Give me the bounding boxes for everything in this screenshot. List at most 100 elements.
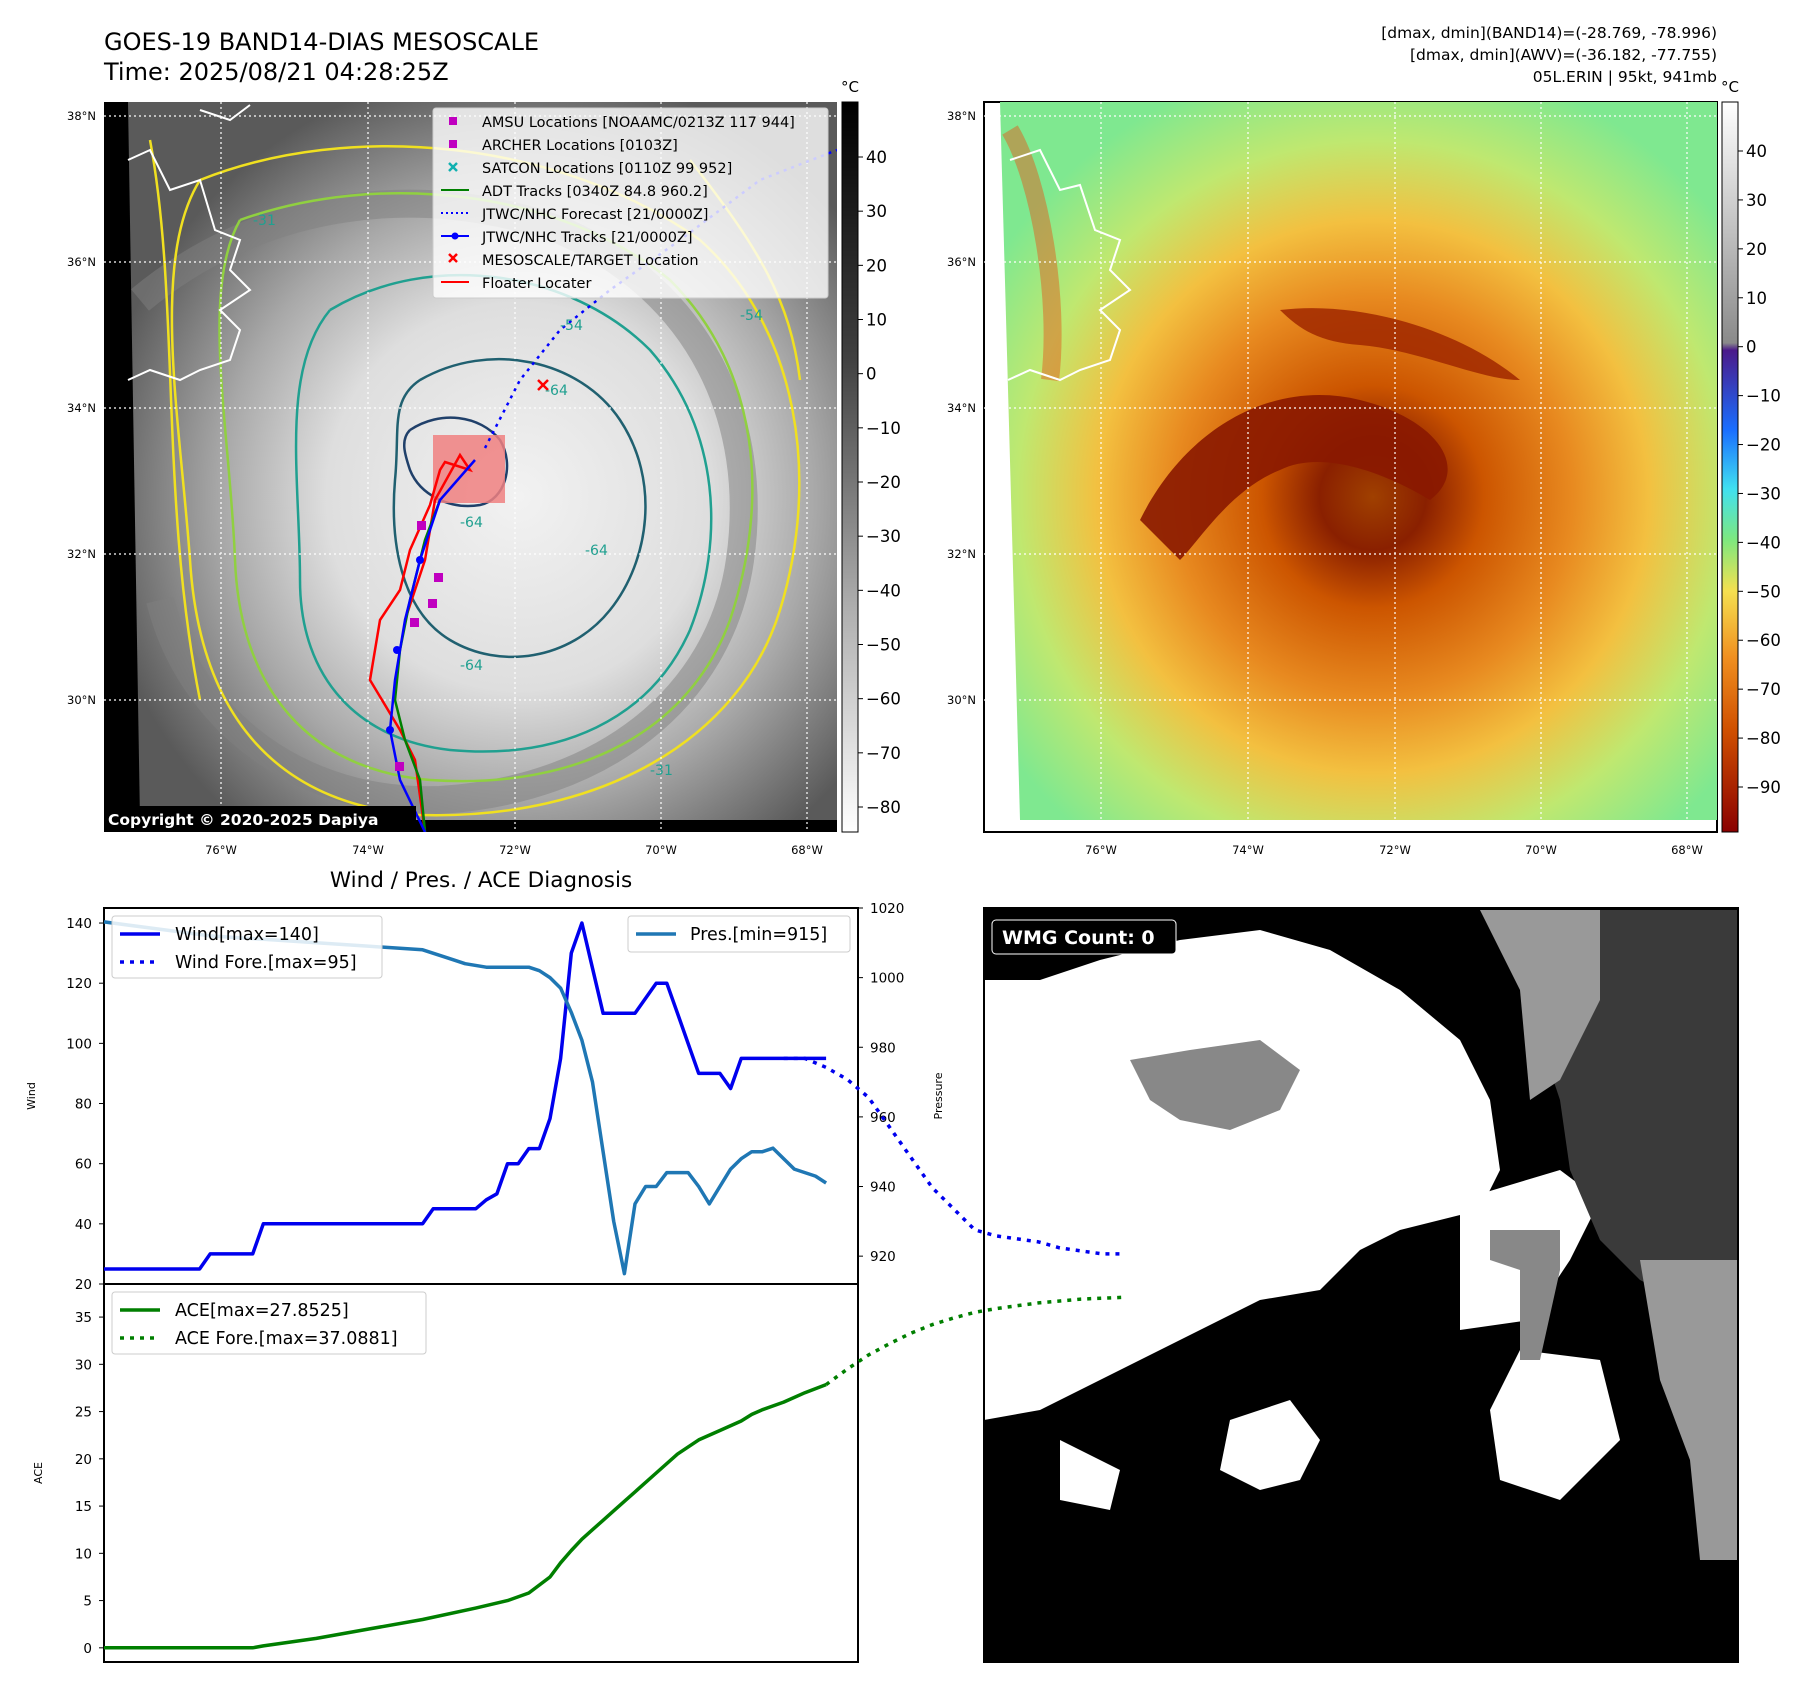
right-map-coastline: [1007, 148, 1132, 382]
wind-chart-series: [103, 920, 1124, 1276]
lon-label: 72°W: [499, 843, 531, 857]
colorbar-tick-label: 10: [866, 311, 887, 330]
colorbar-tick-label: −50: [1746, 582, 1781, 601]
wind-ytick-label: 60: [75, 1157, 92, 1173]
legend-ace-forecast: ACE Fore.[max=37.0881]: [175, 1329, 398, 1349]
ace-ytick-label: 30: [75, 1357, 92, 1373]
wmg-count-label: WMG Count: 0: [1002, 927, 1155, 949]
ace-ytick-label: 5: [83, 1594, 92, 1610]
legend-nhc-tracks: JTWC/NHC Tracks [21/0000Z]: [481, 230, 693, 246]
colorbar-tick-label: −70: [866, 744, 901, 763]
left-colorbar-ticks: 40 30 20 10 0 −10 −20 −30 −40 −50 −60 −70 −80: [858, 148, 901, 817]
lon-label: 74°W: [1232, 843, 1264, 857]
colorbar-tick-label: −30: [866, 527, 901, 546]
legend-target: MESOSCALE/TARGET Location: [482, 253, 699, 269]
colorbar-tick-label: −70: [1746, 680, 1781, 699]
wind-axis-label: Wind: [25, 1082, 38, 1110]
colorbar-tick-label: 20: [1746, 240, 1767, 259]
contour-label: -31: [253, 213, 276, 229]
right-colorbar-unit: °C: [1721, 78, 1739, 96]
left-map-legend: AMSU Locations [NOAAMC/0213Z 117 944] AR…: [432, 107, 829, 299]
contour-label: -64: [460, 515, 483, 531]
left-map-cloud-band: [131, 189, 758, 815]
lat-label: 34°N: [947, 401, 976, 415]
ace-ytick-label: 35: [75, 1310, 92, 1326]
stats-band14: [dmax, dmin](BAND14)=(-28.769, -78.996): [1381, 24, 1717, 42]
pressure-ytick-label: 1000: [870, 971, 904, 987]
stats-awv: [dmax, dmin](AWV)=(-36.182, -77.755): [1410, 46, 1717, 64]
colorbar-tick-label: −20: [866, 473, 901, 492]
pressure-axis-label: Pressure: [932, 1072, 945, 1119]
colorbar-tick-label: −80: [866, 798, 901, 817]
legend-amsu: AMSU Locations [NOAAMC/0213Z 117 944]: [482, 115, 795, 131]
lat-label: 30°N: [947, 693, 976, 707]
lon-label: 68°W: [791, 843, 823, 857]
legend-archer: ARCHER Locations [0103Z]: [482, 138, 678, 154]
colorbar-tick-label: −90: [1746, 778, 1781, 797]
lat-label: 34°N: [67, 401, 96, 415]
figure-time: Time: 2025/08/21 04:28:25Z: [103, 58, 449, 86]
colorbar-tick-label: 0: [1746, 338, 1757, 357]
wind-ytick-label: 100: [66, 1036, 92, 1052]
colorbar-tick-label: 30: [866, 202, 887, 221]
pressure-ytick-label: 1020: [870, 901, 904, 917]
colorbar-tick-label: −80: [1746, 729, 1781, 748]
wind-ytick-label: 40: [75, 1217, 92, 1233]
ace-chart: 0 5 10 15 20 25 30 35 ACE ACE[max=27.8525] ACE …: [32, 1283, 1124, 1663]
lat-label: 38°N: [947, 109, 976, 123]
contour-label: -64: [460, 658, 483, 674]
lon-label: 70°W: [1525, 843, 1557, 857]
pressure-line: [103, 920, 828, 1276]
colorbar-tick-label: −10: [866, 419, 901, 438]
colorbar-tick-label: 10: [1746, 289, 1767, 308]
wind-pres-chart: Wind / Pres. / ACE Diagnosis 20 40 60 80 100…: [25, 868, 1124, 1293]
lat-label: 38°N: [67, 109, 96, 123]
colorbar-tick-label: −60: [1746, 631, 1781, 650]
colorbar-tick-label: 40: [866, 148, 887, 167]
wind-ytick-label: 120: [66, 976, 92, 992]
contour-label: -64: [545, 383, 568, 399]
ace-chart-series: [104, 1295, 1124, 1650]
ace-chart-axes: 0 5 10 15 20 25 30 35: [75, 1310, 104, 1657]
colorbar-tick-label: −50: [866, 636, 901, 655]
left-map-panel: -31 -54 -64 -64 -64 -54 -31 -64 Copyrigh…: [67, 78, 901, 857]
colorbar-tick-label: −10: [1746, 387, 1781, 406]
lon-label: 72°W: [1379, 843, 1411, 857]
wmg-white-region: [984, 930, 1500, 1420]
colorbar-tick-label: −40: [1746, 533, 1781, 552]
left-colorbar: [841, 101, 859, 833]
ace-ytick-label: 25: [75, 1405, 92, 1421]
pressure-ytick-label: 980: [870, 1040, 896, 1056]
colorbar-tick-label: 20: [866, 256, 887, 275]
contour-label: -64: [585, 543, 608, 559]
contour-label: -54: [560, 318, 583, 334]
left-map-floater-track: [368, 452, 474, 832]
lon-label: 76°W: [205, 843, 237, 857]
legend-ace: ACE[max=27.8525]: [175, 1301, 349, 1321]
ace-line: [104, 1382, 827, 1650]
lon-label: 76°W: [1085, 843, 1117, 857]
lat-label: 36°N: [67, 255, 96, 269]
lon-label: 68°W: [1671, 843, 1703, 857]
pressure-ytick-label: 940: [870, 1180, 896, 1196]
colorbar-tick-label: −30: [1746, 484, 1781, 503]
wind-forecast-line: [783, 1056, 1124, 1256]
right-colorbar-ticks: 40 30 20 10 0 −10 −20 −30 −40 −50 −60 −70 −80 −90: [1738, 142, 1781, 797]
legend-adt: ADT Tracks [0340Z 84.8 960.2]: [482, 184, 708, 200]
copyright-text: Copyright © 2020-2025 Dapiya: [108, 811, 378, 829]
lat-label: 36°N: [947, 255, 976, 269]
contour-label: -54: [740, 308, 763, 324]
colorbar-tick-label: 40: [1746, 142, 1767, 161]
wmg-panel: WMG Count: 0: [983, 907, 1739, 1663]
wind-line: [104, 921, 827, 1271]
colorbar-tick-label: −40: [866, 581, 901, 600]
legend-floater: Floater Locater: [482, 276, 591, 292]
storm-info: 05L.ERIN | 95kt, 941mb: [1533, 68, 1717, 86]
wind-ytick-label: 80: [75, 1097, 92, 1113]
ace-ytick-label: 0: [83, 1641, 92, 1657]
right-colorbar: [1721, 101, 1739, 833]
lat-label: 32°N: [67, 547, 96, 561]
right-map-gridlines: [984, 102, 1717, 832]
